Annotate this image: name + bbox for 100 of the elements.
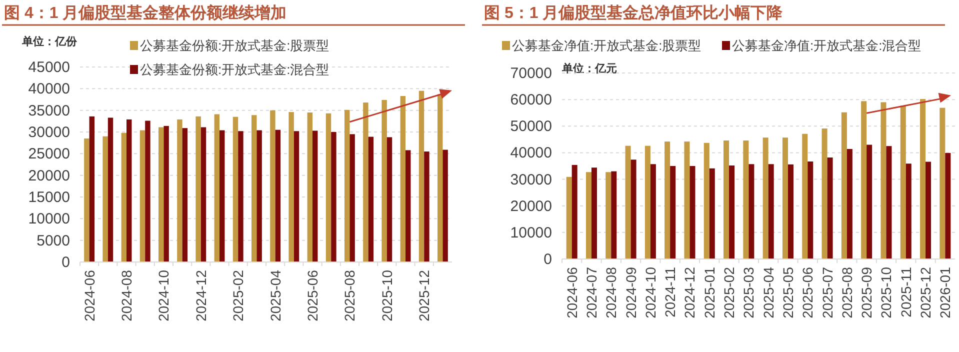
bar [690,166,696,259]
bar [945,152,951,259]
bar [880,102,886,259]
y-tick-label: 20000 [28,167,70,184]
bar [822,128,828,259]
bar [704,142,710,259]
y-tick-label: 40000 [28,80,70,98]
bar [182,128,188,262]
bar [84,138,90,262]
x-tick-label: 2025-08 [342,270,358,322]
bar [861,101,867,259]
x-tick-label: 2026-01 [937,266,954,318]
x-tick-label: 2025-10 [378,270,395,322]
x-tick-label: 2025-09 [858,266,875,318]
y-tick-label: 70000 [510,65,552,82]
bar [121,132,126,262]
bar [709,168,715,259]
bar [294,131,300,262]
bar [350,134,355,262]
x-tick-label: 2025-12 [918,266,934,318]
bar [158,127,164,262]
bar [406,150,411,262]
x-tick-label: 2025-07 [819,266,836,318]
bar [900,106,906,259]
x-tick-label: 2024-12 [192,270,209,322]
bar [196,116,201,262]
bar [802,134,808,259]
bar [126,119,132,262]
bar [89,116,95,262]
x-tick-label: 2025-02 [230,270,246,322]
bar [418,90,424,262]
bar [256,130,262,262]
bar [566,176,572,259]
bar [251,115,257,262]
bar [164,126,169,262]
bar [442,150,448,262]
bar [606,172,612,259]
x-tick-label: 2024-08 [118,270,134,322]
bar [102,136,108,262]
bar [400,96,406,262]
y-tick-label: 0 [544,251,552,268]
bar [145,120,150,262]
bar [684,142,690,259]
x-tick-label: 2025-10 [878,266,894,318]
chart-title: 图 5：1 月偏股型基金总净值环比小幅下降 [484,4,784,22]
x-tick-label: 2024-06 [81,270,98,322]
bar [363,102,368,262]
bar [768,164,774,259]
bar [200,127,206,262]
x-tick-label: 2025-01 [701,266,718,318]
bar [232,116,238,262]
bar [270,110,276,262]
x-tick-label: 2025-06 [800,266,816,318]
bar [788,164,794,259]
y-tick-label: 10000 [28,210,70,228]
bar [866,144,872,259]
bar [846,148,852,259]
y-tick-label: 35000 [28,102,70,120]
y-tick-label: 50000 [510,118,552,136]
bar [729,165,735,259]
x-tick-label: 2024-09 [622,266,639,318]
bar [841,112,847,259]
bar [368,136,374,262]
bar [275,130,281,262]
y-tick-label: 15000 [28,189,70,206]
bar [386,137,392,262]
bar [630,160,636,259]
bar [572,164,578,259]
bar [307,112,312,262]
y-tick-label: 45000 [28,59,70,76]
y-tick-label: 20000 [510,198,552,215]
bar [177,119,182,262]
bar [748,164,754,259]
x-tick-label: 2024-10 [156,270,172,322]
x-tick-label: 2025-12 [416,270,432,322]
x-tick-label: 2025-06 [304,270,320,322]
x-tick-label: 2025-03 [740,266,757,318]
bar [762,138,768,259]
bar [920,99,926,259]
x-tick-label: 2024-06 [564,266,580,318]
bar [312,130,318,262]
y-tick-label: 25000 [28,146,70,163]
x-tick-label: 2024-12 [682,266,698,318]
y-tick-label: 30000 [28,124,70,141]
x-tick-label: 2025-04 [760,266,776,318]
bar [586,172,592,259]
y-tick-label: 40000 [510,144,552,162]
bar [288,112,294,262]
bar [743,140,749,259]
x-tick-label: 2025-02 [721,266,738,318]
bar [664,142,670,259]
y-tick-label: 0 [62,254,70,271]
bar [591,168,597,259]
x-tick-label: 2024-10 [642,266,658,318]
y-tick-label: 60000 [510,92,552,109]
x-tick-label: 2024-11 [662,266,678,318]
x-tick-label: 2025-04 [267,270,284,322]
bar [220,130,225,262]
bar [214,114,220,262]
bar [782,138,788,259]
